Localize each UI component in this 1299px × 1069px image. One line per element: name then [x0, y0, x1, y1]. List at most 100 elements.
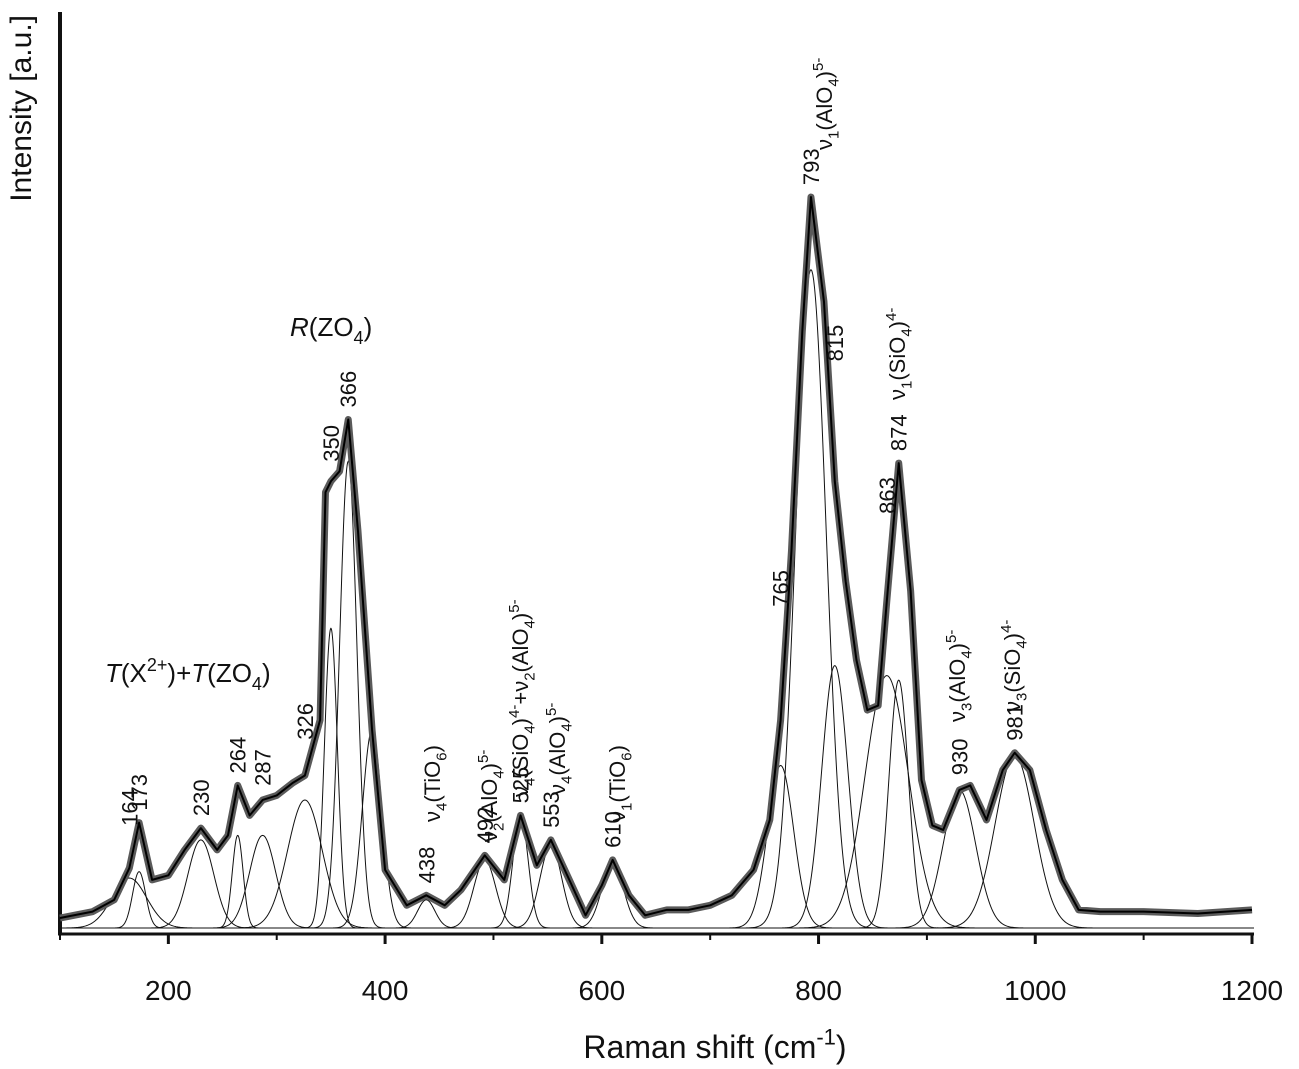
x-tick-label: 600	[578, 975, 625, 1006]
text-run: 5-	[543, 703, 560, 716]
spectrum	[59, 193, 1253, 922]
text-run: )	[1000, 633, 1025, 640]
text-run: ν	[420, 811, 445, 822]
peak-label: 610	[601, 811, 626, 848]
text-run: )	[605, 745, 630, 752]
component-peak	[840, 679, 958, 929]
x-tick-label: 1000	[1004, 975, 1066, 1006]
text-run: 1	[826, 131, 843, 139]
peak-label: 492	[473, 807, 498, 844]
annotation: ν1(SiO4)4-	[883, 308, 916, 400]
peak-label: 326	[293, 703, 318, 740]
text-run: 4-	[998, 620, 1015, 633]
text-run: 4-	[506, 705, 523, 718]
text-run: (TiO	[605, 761, 630, 803]
text-run: 2	[522, 672, 539, 680]
text-run: 4	[899, 328, 916, 336]
component-peak	[756, 675, 1017, 929]
component-peak	[861, 789, 1057, 929]
text-run: 4	[491, 770, 508, 778]
text-run: )	[262, 658, 271, 688]
text-run: )	[477, 763, 502, 770]
peak-label: 164	[117, 789, 142, 826]
text-run: (ZO	[207, 658, 252, 688]
annotation: ν3(AlO4)5-	[943, 630, 976, 722]
annotation: ν4(AlO4)5-	[543, 703, 576, 795]
peak-label: 350	[319, 425, 344, 462]
text-run: ν	[885, 389, 910, 400]
text-run: )	[945, 643, 970, 650]
x-tick-label: 400	[362, 975, 409, 1006]
annotation: ν4(SiO4)4-+ν2(AlO4)5-	[506, 599, 539, 797]
text-run: (SiO	[1000, 649, 1025, 693]
text-run: (SiO	[885, 337, 910, 381]
peak-label: 930	[947, 739, 972, 776]
component-peak	[419, 859, 550, 929]
text-run: ν	[508, 786, 533, 797]
text-run: (AlO	[477, 779, 502, 823]
text-run: 5-	[810, 58, 827, 71]
text-run: -1	[816, 1025, 836, 1050]
text-run: T	[105, 658, 123, 688]
text-run: )	[545, 716, 570, 723]
component-peak	[702, 764, 859, 929]
x-tick-label: 800	[795, 975, 842, 1006]
peak-label: 874	[887, 414, 912, 451]
text-run: ν	[545, 784, 570, 795]
text-run: 1	[899, 381, 916, 389]
components	[60, 268, 1132, 929]
peak-label: 173	[127, 774, 152, 811]
text-run: (AlO	[508, 628, 533, 672]
peak-label: 793	[799, 148, 824, 185]
x-tick-label: 200	[145, 975, 192, 1006]
text-run: )	[508, 718, 533, 725]
text-run: )	[836, 1029, 847, 1065]
text-run: (AlO	[545, 732, 570, 776]
text-run: 5-	[475, 750, 492, 763]
text-run: 4	[959, 650, 976, 658]
text-run: 4	[522, 778, 539, 786]
text-run: 1	[619, 803, 636, 811]
text-run: 4	[522, 620, 539, 628]
peak-label: 287	[251, 749, 276, 786]
peak-label: 230	[189, 779, 214, 816]
component-peak	[100, 871, 179, 929]
text-run: (AlO	[812, 87, 837, 131]
annotation: ν1(AlO4)5-	[810, 58, 843, 150]
annotation: R(ZO4)	[290, 312, 372, 348]
peak-label: 553	[539, 791, 564, 828]
component-peak	[60, 877, 234, 929]
text-run: 2+	[147, 655, 168, 675]
text-run: 5-	[506, 599, 523, 612]
text-run: ν	[812, 139, 837, 150]
peak-label: 264	[226, 737, 251, 774]
annotation: T(X2+)+T(ZO4)	[105, 655, 271, 694]
text-run: (TiO	[420, 761, 445, 803]
text-run: ν	[605, 811, 630, 822]
annotation: ν1(TiO6)	[605, 745, 636, 822]
text-run: 3	[1014, 693, 1031, 701]
text-run: )	[364, 312, 373, 342]
annotation: ν2(AlO4)5-	[475, 750, 508, 842]
text-run: 4	[354, 328, 364, 348]
peak-label: 765	[769, 570, 794, 607]
text-run: +ν	[508, 681, 533, 705]
x-tick-label: 1200	[1221, 975, 1283, 1006]
text-run: (AlO	[945, 659, 970, 703]
text-run: 4	[434, 803, 451, 811]
annotation: ν4(TiO6)	[420, 745, 451, 822]
text-run: 4	[559, 776, 576, 784]
text-run: ν	[945, 711, 970, 722]
text-run: )	[812, 71, 837, 78]
text-run: T	[191, 658, 209, 688]
text-run: 4	[826, 78, 843, 86]
text-run: 2	[491, 823, 508, 831]
text-run: 6	[434, 752, 451, 760]
text-run: 6	[619, 752, 636, 760]
text-run: 4-	[883, 308, 900, 321]
x-axis-title: Raman shift (cm-1)	[583, 1025, 846, 1065]
peak-label: 815	[823, 325, 848, 362]
component-peak	[485, 844, 616, 929]
text-run: 5-	[943, 630, 960, 643]
